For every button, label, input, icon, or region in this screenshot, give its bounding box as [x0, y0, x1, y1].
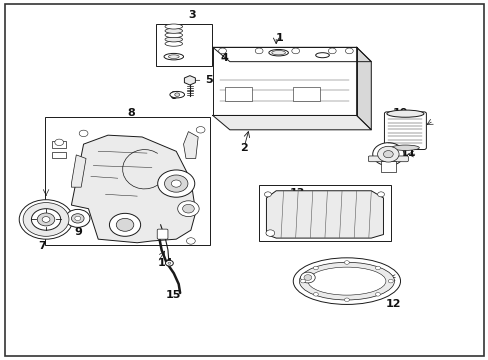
Circle shape — [255, 48, 263, 54]
Circle shape — [328, 48, 335, 54]
Circle shape — [344, 261, 348, 264]
Ellipse shape — [164, 37, 182, 42]
Circle shape — [313, 266, 318, 270]
Text: 3: 3 — [188, 10, 195, 20]
Ellipse shape — [168, 55, 179, 58]
Circle shape — [304, 275, 311, 280]
Circle shape — [313, 293, 318, 296]
Ellipse shape — [307, 267, 385, 295]
Polygon shape — [71, 135, 195, 243]
Ellipse shape — [164, 24, 182, 29]
Bar — [44, 117, 210, 244]
Circle shape — [42, 217, 50, 222]
Circle shape — [300, 272, 315, 283]
Circle shape — [31, 209, 61, 230]
Ellipse shape — [391, 145, 418, 150]
Circle shape — [218, 48, 226, 54]
Circle shape — [174, 93, 179, 96]
Text: 6: 6 — [168, 91, 177, 101]
Polygon shape — [212, 116, 370, 130]
Text: 11: 11 — [400, 148, 415, 158]
Circle shape — [165, 260, 173, 266]
Ellipse shape — [169, 91, 184, 98]
Text: 10: 10 — [392, 108, 407, 118]
Polygon shape — [183, 132, 198, 158]
Circle shape — [164, 175, 187, 192]
Ellipse shape — [315, 53, 329, 58]
Text: 5: 5 — [205, 75, 213, 85]
Circle shape — [19, 200, 73, 239]
Circle shape — [71, 214, 84, 223]
Text: 4: 4 — [220, 53, 227, 63]
Polygon shape — [184, 76, 195, 85]
FancyBboxPatch shape — [157, 229, 167, 239]
Circle shape — [345, 48, 352, 54]
Polygon shape — [356, 47, 370, 130]
Bar — [224, 87, 251, 101]
Text: 9: 9 — [75, 227, 82, 237]
Text: 14: 14 — [158, 258, 173, 268]
Circle shape — [116, 219, 134, 231]
Circle shape — [23, 203, 69, 236]
Text: 8: 8 — [127, 108, 135, 118]
FancyBboxPatch shape — [384, 112, 426, 149]
Circle shape — [55, 139, 63, 145]
Circle shape — [167, 262, 170, 264]
Text: 7: 7 — [38, 241, 46, 251]
Polygon shape — [71, 155, 86, 187]
Ellipse shape — [386, 110, 423, 117]
Ellipse shape — [164, 33, 182, 38]
Circle shape — [196, 127, 204, 133]
FancyBboxPatch shape — [367, 156, 407, 162]
Circle shape — [79, 130, 88, 136]
Polygon shape — [212, 47, 356, 116]
Polygon shape — [212, 47, 370, 62]
Circle shape — [171, 180, 181, 187]
Text: 2: 2 — [240, 143, 248, 153]
Ellipse shape — [293, 258, 400, 305]
Bar — [52, 140, 65, 148]
Text: 12: 12 — [385, 299, 401, 309]
Circle shape — [177, 201, 199, 217]
Circle shape — [387, 279, 392, 283]
Circle shape — [372, 143, 403, 166]
Circle shape — [186, 238, 195, 244]
Bar — [293, 87, 320, 101]
Bar — [380, 161, 395, 172]
Circle shape — [264, 192, 271, 197]
Circle shape — [375, 293, 380, 296]
Polygon shape — [266, 191, 383, 238]
Circle shape — [75, 216, 81, 221]
Text: 13: 13 — [289, 188, 304, 198]
Circle shape — [65, 210, 90, 227]
Text: 15: 15 — [166, 291, 181, 301]
Circle shape — [182, 204, 194, 213]
Text: 1: 1 — [275, 33, 283, 43]
Circle shape — [375, 266, 380, 270]
Circle shape — [383, 150, 392, 158]
Bar — [52, 152, 65, 158]
Ellipse shape — [268, 49, 288, 56]
Circle shape — [37, 213, 55, 226]
Bar — [259, 185, 390, 241]
Ellipse shape — [164, 28, 182, 33]
Bar — [156, 24, 211, 66]
Circle shape — [377, 146, 398, 162]
Circle shape — [265, 230, 274, 236]
Circle shape — [109, 213, 141, 236]
Ellipse shape — [271, 50, 285, 55]
Circle shape — [377, 192, 384, 197]
Circle shape — [300, 279, 305, 283]
Circle shape — [158, 170, 194, 197]
Ellipse shape — [163, 53, 183, 60]
Circle shape — [344, 298, 348, 302]
Ellipse shape — [164, 41, 182, 46]
Ellipse shape — [299, 262, 394, 300]
Circle shape — [291, 48, 299, 54]
